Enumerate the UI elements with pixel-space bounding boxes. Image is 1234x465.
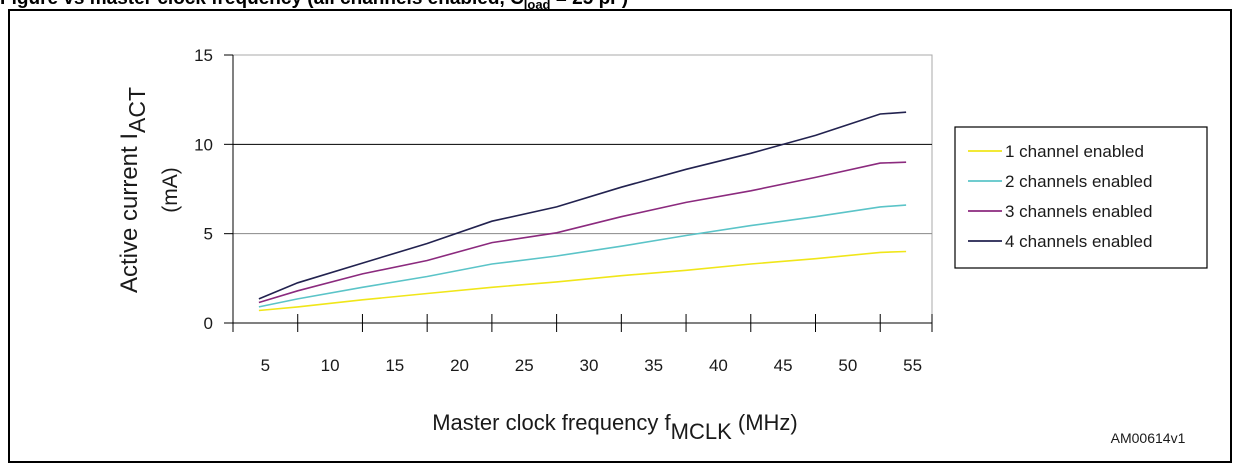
x-axis-label-unit: (MHz): [732, 410, 798, 435]
series-line-2: [258, 204, 907, 308]
series-line-4: [258, 111, 907, 300]
series-line-1: [258, 250, 907, 312]
x-tick-labels: 5 10 15 20 25 30 35 40 45 50 55: [261, 356, 922, 375]
legend-label-1: 1 channel enabled: [1005, 142, 1144, 161]
x-tick-label-10: 10: [321, 356, 340, 375]
y-tick-label-0: 0: [204, 314, 213, 333]
y-tick-label-5: 5: [204, 225, 213, 244]
figure-title-tail: = 25 pF): [551, 0, 628, 9]
x-tick-label-50: 50: [838, 356, 857, 375]
y-axis-label-sub: ACT: [124, 87, 150, 133]
series-line-3: [258, 161, 907, 304]
legend-label-2: 2 channels enabled: [1005, 172, 1152, 191]
y-axis-label: Active current IACT: [116, 87, 150, 293]
plot-area: [232, 54, 933, 324]
x-tick-label-20: 20: [450, 356, 469, 375]
x-tick-label-35: 35: [644, 356, 663, 375]
x-tick-label-30: 30: [580, 356, 599, 375]
grid-lines: [233, 143, 932, 235]
legend-items: 1 channel enabled 2 channels enabled 3 cha…: [968, 142, 1152, 251]
y-tick-labels: 0 5 10 15: [194, 46, 213, 333]
figure-id-label: AM00614v1: [1111, 430, 1186, 446]
x-tick-label-45: 45: [774, 356, 793, 375]
x-tick-label-15: 15: [385, 356, 404, 375]
figure-title-label: Figure: [0, 0, 58, 9]
axes: [224, 54, 933, 332]
legend: 1 channel enabled 2 channels enabled 3 cha…: [954, 126, 1208, 269]
y-axis-label-main: Active current I: [116, 133, 143, 293]
legend-label-3: 3 channels enabled: [1005, 202, 1152, 221]
y-tick-label-15: 15: [194, 46, 213, 65]
x-tick-label-25: 25: [515, 356, 534, 375]
figure-title-text: vs master clock frequency (all channels …: [63, 0, 523, 9]
x-axis-label: Master clock frequency fMCLK (MHz): [432, 410, 798, 444]
y-axis-unit: (mA): [159, 167, 182, 213]
x-tick-label-40: 40: [709, 356, 728, 375]
x-axis-label-sub: MCLK: [671, 419, 732, 444]
x-tick-label-55: 55: [903, 356, 922, 375]
x-tick-label-5: 5: [261, 356, 270, 375]
legend-label-4: 4 channels enabled: [1005, 232, 1152, 251]
y-tick-label-10: 10: [194, 135, 213, 154]
series-lines: [258, 111, 907, 312]
x-axis-label-main: Master clock frequency f: [432, 410, 671, 435]
figure-frame: [8, 9, 1232, 463]
